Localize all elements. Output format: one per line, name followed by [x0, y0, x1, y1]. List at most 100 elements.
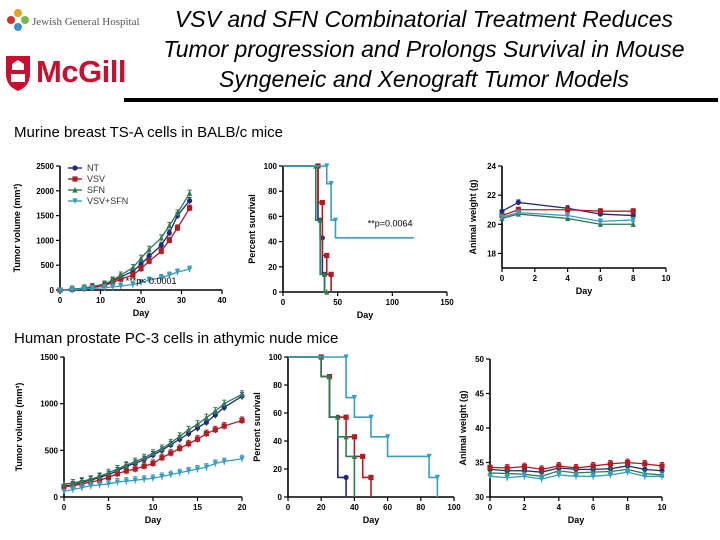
- x-tick-label: 0: [500, 274, 505, 283]
- pc3-tumor-volume-chart: 0 5 10 15 20 0 500 1000 1500 Day Tumor volume (mm³…: [14, 353, 247, 525]
- data-point: [101, 285, 108, 291]
- legend-marker: [72, 165, 78, 171]
- tsa-survival-chart: 0 50 100 150 0 20 40 60 80 100 Day Percent survival…: [247, 162, 454, 320]
- data-point: [110, 284, 116, 291]
- data-point: [166, 222, 172, 229]
- x-tick-label: 8: [631, 274, 636, 283]
- data-point: [81, 286, 87, 293]
- data-point: [499, 214, 505, 221]
- series-sfn: [288, 353, 357, 497]
- data-point: [539, 466, 545, 472]
- data-point: [88, 483, 94, 489]
- legend-marker: [72, 186, 78, 193]
- y-tick-label: 100: [264, 162, 278, 171]
- data-point: [324, 252, 330, 259]
- page-title: VSV and SFN Combinatorial Treatment Redu…: [130, 4, 718, 94]
- series-vsv: [288, 354, 374, 497]
- y-tick-label: 0: [50, 286, 55, 295]
- series-line: [283, 165, 327, 293]
- pc3-animal-weight-chart: 0 2 4 6 8 10 30 35 40 45 50 Day Animal weight (g): [458, 355, 667, 525]
- title-line-3: Syngeneic and Xenograft Tumor Models: [219, 66, 629, 92]
- data-point: [642, 461, 648, 467]
- data-point: [70, 486, 76, 493]
- data-point: [539, 476, 545, 483]
- data-point: [565, 207, 571, 213]
- x-axis-label: Day: [363, 515, 380, 525]
- data-point: [150, 450, 156, 456]
- x-tick-label: 20: [238, 503, 247, 512]
- x-tick-label: 6: [591, 503, 596, 512]
- data-point: [328, 271, 334, 277]
- data-point: [194, 436, 201, 442]
- x-tick-label: 2: [533, 274, 538, 283]
- data-point: [504, 465, 510, 471]
- y-tick-label: 35: [475, 459, 484, 468]
- title-line-2: Tumor progression and Prolongs Survival …: [163, 36, 685, 62]
- data-point: [659, 463, 665, 469]
- data-point: [597, 208, 603, 214]
- data-point: [335, 414, 341, 420]
- data-point: [123, 462, 129, 468]
- data-point: [368, 474, 374, 480]
- x-tick-label: 20: [137, 296, 146, 305]
- x-tick-label: 0: [281, 298, 286, 307]
- y-axis-label: Tumor volume (mm³): [12, 184, 22, 273]
- data-point: [324, 163, 330, 170]
- y-tick-label: 20: [487, 220, 496, 229]
- x-tick-label: 10: [149, 503, 158, 512]
- y-tick-label: 20: [273, 465, 282, 474]
- x-tick-label: 10: [658, 503, 667, 512]
- y-tick-label: 18: [487, 249, 496, 258]
- data-point: [150, 460, 156, 466]
- x-tick-label: 15: [193, 503, 202, 512]
- data-point: [110, 276, 116, 283]
- data-point: [105, 481, 112, 488]
- legend-marker: [72, 176, 78, 182]
- x-tick-label: 80: [416, 503, 425, 512]
- data-point: [351, 453, 357, 459]
- y-tick-label: 500: [41, 261, 55, 270]
- jgh-logo-text: Jewish General Hospital: [32, 16, 140, 28]
- data-point: [177, 470, 183, 476]
- x-tick-label: 8: [625, 503, 630, 512]
- data-point: [123, 478, 129, 485]
- data-point: [146, 253, 152, 259]
- data-point: [487, 473, 493, 480]
- y-tick-label: 1000: [36, 236, 54, 245]
- data-point: [159, 473, 165, 480]
- data-point: [69, 287, 75, 293]
- data-point: [426, 453, 432, 460]
- data-point: [597, 218, 603, 225]
- x-tick-label: 10: [96, 296, 105, 305]
- data-point: [590, 463, 596, 469]
- mcgill-logo-text: McGill: [36, 54, 127, 89]
- y-tick-label: 30: [475, 493, 484, 502]
- data-point: [630, 217, 636, 224]
- series-vsv-sfn: [57, 265, 193, 294]
- data-point: [212, 408, 218, 414]
- y-axis-label: Animal weight (g): [468, 180, 478, 255]
- data-point: [187, 190, 193, 196]
- x-tick-label: 4: [565, 274, 570, 283]
- data-point: [168, 439, 174, 446]
- x-axis-label: Day: [133, 308, 150, 318]
- y-tick-label: 1500: [40, 353, 58, 362]
- data-point: [177, 433, 183, 439]
- data-point: [159, 445, 165, 452]
- data-point: [332, 217, 339, 224]
- data-point: [556, 472, 562, 479]
- data-point: [321, 271, 328, 277]
- data-point: [174, 225, 181, 231]
- data-point: [607, 461, 613, 467]
- y-tick-label: 100: [269, 353, 283, 362]
- y-tick-label: 500: [45, 446, 59, 455]
- y-tick-label: 24: [487, 162, 496, 171]
- data-point: [556, 463, 562, 469]
- data-point: [607, 472, 613, 479]
- data-point: [61, 484, 67, 490]
- data-point: [343, 414, 349, 420]
- data-point: [158, 248, 164, 254]
- data-point: [521, 464, 527, 470]
- x-tick-label: 150: [440, 298, 454, 307]
